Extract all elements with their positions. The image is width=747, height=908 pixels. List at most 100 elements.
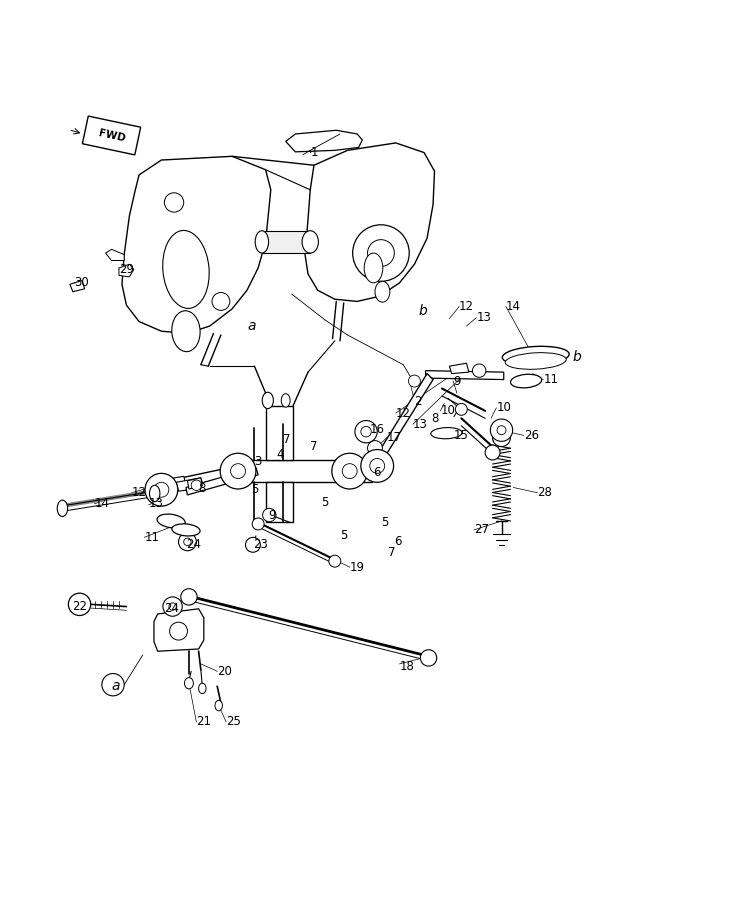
Circle shape	[184, 538, 191, 546]
Text: 19: 19	[350, 560, 365, 574]
Text: 11: 11	[144, 531, 159, 544]
Circle shape	[342, 464, 357, 479]
Text: 21: 21	[196, 716, 211, 728]
Circle shape	[170, 622, 187, 640]
Ellipse shape	[252, 518, 264, 530]
Text: 5: 5	[251, 483, 258, 497]
Circle shape	[246, 538, 261, 552]
Text: b: b	[418, 304, 427, 318]
Text: 11: 11	[543, 373, 558, 386]
Polygon shape	[262, 231, 310, 253]
Text: 9: 9	[268, 508, 276, 521]
Polygon shape	[105, 250, 124, 261]
Text: 4: 4	[276, 448, 285, 460]
Text: 8: 8	[432, 411, 439, 425]
Text: 27: 27	[474, 523, 489, 537]
Text: 29: 29	[119, 263, 134, 276]
Polygon shape	[146, 468, 231, 495]
Ellipse shape	[157, 514, 185, 528]
Ellipse shape	[502, 346, 569, 365]
Text: 16: 16	[370, 423, 385, 436]
Polygon shape	[426, 370, 503, 380]
Circle shape	[169, 603, 176, 610]
Text: a: a	[247, 319, 255, 333]
Circle shape	[102, 674, 124, 696]
Circle shape	[164, 192, 184, 212]
Text: FWD: FWD	[97, 128, 126, 143]
Text: 6: 6	[394, 536, 402, 548]
Circle shape	[473, 364, 486, 378]
Polygon shape	[161, 477, 186, 488]
Ellipse shape	[149, 485, 160, 501]
Ellipse shape	[255, 231, 269, 253]
Circle shape	[368, 240, 394, 266]
Polygon shape	[231, 460, 372, 482]
Text: 7: 7	[310, 440, 317, 453]
Ellipse shape	[262, 392, 273, 409]
Text: 23: 23	[253, 538, 268, 551]
Circle shape	[497, 426, 506, 435]
Text: 7: 7	[388, 546, 396, 558]
Ellipse shape	[505, 352, 566, 370]
Polygon shape	[176, 478, 204, 491]
Text: 9: 9	[453, 375, 461, 388]
Text: 24: 24	[186, 538, 201, 551]
Circle shape	[145, 473, 178, 506]
Ellipse shape	[215, 700, 223, 711]
Text: 14: 14	[506, 301, 521, 313]
Polygon shape	[187, 478, 202, 489]
Text: 18: 18	[400, 659, 415, 673]
Ellipse shape	[281, 394, 290, 407]
Polygon shape	[70, 281, 84, 291]
Circle shape	[368, 440, 382, 456]
Ellipse shape	[199, 683, 206, 694]
Text: 8: 8	[199, 482, 206, 496]
Circle shape	[361, 427, 371, 437]
Text: 5: 5	[340, 529, 347, 542]
Text: 15: 15	[454, 429, 469, 442]
Text: 6: 6	[374, 466, 381, 479]
Circle shape	[191, 480, 202, 490]
Text: 3: 3	[255, 455, 261, 468]
Circle shape	[231, 464, 246, 479]
Text: 13: 13	[413, 418, 428, 430]
Ellipse shape	[421, 650, 437, 666]
Text: 10: 10	[496, 401, 511, 414]
Polygon shape	[285, 130, 362, 152]
Text: 28: 28	[537, 486, 552, 499]
Text: b: b	[573, 350, 582, 364]
Circle shape	[332, 453, 368, 489]
Circle shape	[409, 375, 421, 387]
Circle shape	[212, 292, 230, 311]
Text: 1: 1	[310, 146, 317, 159]
Text: a: a	[111, 679, 120, 693]
Polygon shape	[122, 156, 271, 333]
Ellipse shape	[485, 445, 500, 460]
Text: 5: 5	[381, 516, 388, 529]
Text: 13: 13	[476, 311, 491, 324]
Circle shape	[220, 453, 256, 489]
Text: 30: 30	[74, 276, 89, 290]
Polygon shape	[266, 482, 293, 522]
Circle shape	[353, 225, 409, 281]
Ellipse shape	[58, 500, 68, 517]
Text: 13: 13	[149, 498, 164, 510]
Circle shape	[492, 429, 510, 447]
Text: 24: 24	[164, 602, 179, 615]
Text: 20: 20	[217, 665, 232, 677]
Text: 17: 17	[387, 431, 402, 444]
Text: 12: 12	[396, 407, 411, 419]
Ellipse shape	[172, 524, 200, 536]
Polygon shape	[119, 264, 134, 277]
Text: 2: 2	[415, 395, 422, 409]
Ellipse shape	[163, 231, 209, 309]
Text: 14: 14	[94, 498, 109, 510]
Circle shape	[355, 420, 377, 443]
Circle shape	[69, 593, 90, 616]
Polygon shape	[372, 373, 433, 469]
Circle shape	[490, 419, 512, 441]
Circle shape	[456, 403, 468, 415]
Circle shape	[163, 597, 182, 617]
Ellipse shape	[365, 253, 382, 282]
Polygon shape	[154, 608, 204, 651]
